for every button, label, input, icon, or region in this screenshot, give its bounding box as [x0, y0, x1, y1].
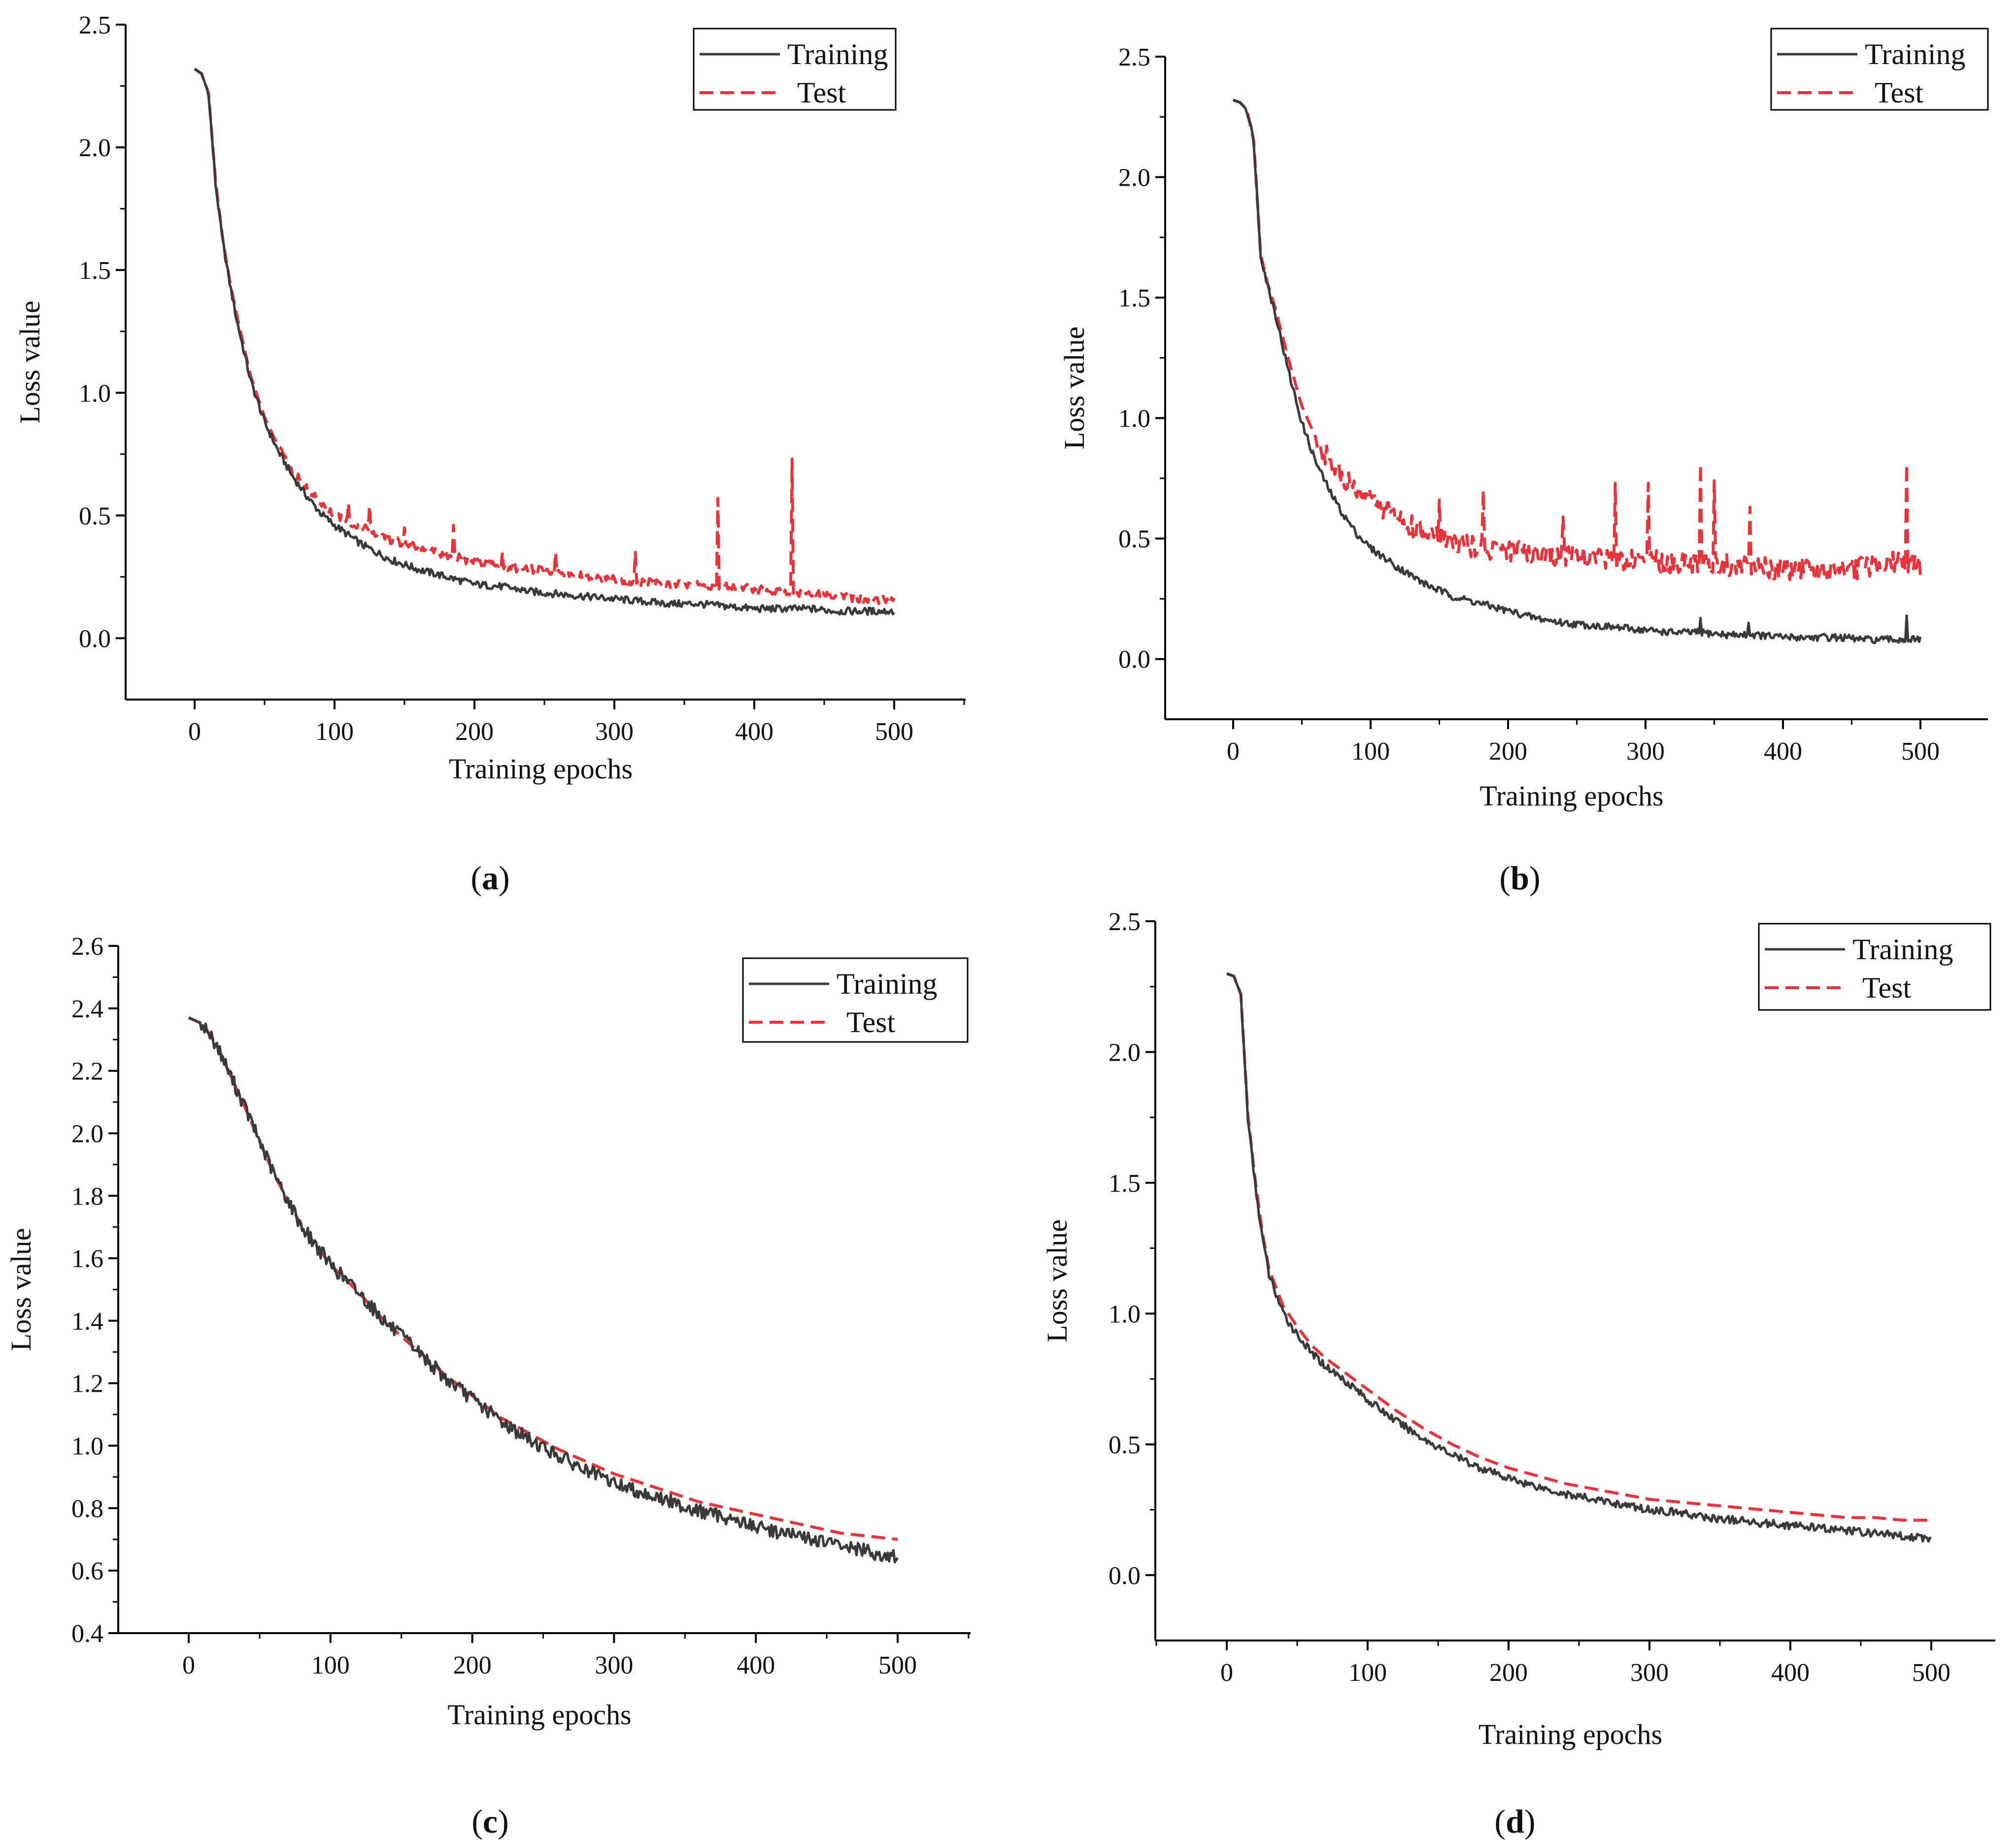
- x-tick-label: 0: [1220, 1659, 1233, 1687]
- legend-label-test: Test: [1862, 971, 1911, 1004]
- y-tick-label: 2.6: [71, 933, 103, 961]
- legend-box: [693, 28, 897, 111]
- x-tick-label: 300: [595, 1651, 633, 1679]
- legend-label-test: Test: [846, 1006, 895, 1038]
- y-tick-label: 1.0: [71, 1433, 103, 1461]
- y-tick-label: 1.8: [71, 1182, 103, 1210]
- y-axis-label: Loss value: [1041, 1219, 1073, 1342]
- x-axis-label: Training epochs: [1478, 1718, 1662, 1750]
- x-axis-label: Training epochs: [1479, 780, 1663, 812]
- y-tick-label: 0.5: [1118, 525, 1150, 553]
- test-series-line: [188, 1016, 898, 1541]
- test-series-line: [1232, 99, 1922, 582]
- training-series-line: [1233, 99, 1922, 644]
- x-tick-label: 500: [875, 718, 913, 746]
- legend-label-test: Test: [797, 76, 846, 109]
- y-tick-label: 1.0: [1118, 405, 1150, 433]
- legend: Training Test: [693, 28, 897, 111]
- y-axis-label: Loss value: [1058, 327, 1090, 450]
- y-tick-label: 1.5: [1118, 284, 1150, 312]
- y-tick-label: 1.5: [79, 257, 111, 285]
- training-series-line: [1226, 972, 1932, 1543]
- x-tick-label: 200: [455, 718, 494, 746]
- y-tick-label: 1.5: [1109, 1170, 1141, 1198]
- test-series-line: [194, 67, 896, 605]
- panel-caption: (c): [471, 1803, 509, 1840]
- y-axis-label: Loss value: [14, 301, 46, 424]
- y-tick-label: 2.0: [1118, 164, 1150, 192]
- y-tick-label: 1.0: [79, 379, 111, 407]
- x-tick-label: 300: [595, 718, 634, 746]
- y-tick-label: 1.2: [71, 1370, 103, 1398]
- x-tick-label: 400: [1771, 1659, 1810, 1687]
- legend-label-training: Training: [1865, 38, 1966, 70]
- x-tick-label: 200: [1489, 737, 1527, 766]
- x-tick-label: 500: [1901, 737, 1940, 766]
- legend-label-training: Training: [787, 38, 888, 70]
- y-tick-label: 1.6: [71, 1245, 103, 1273]
- y-tick-label: 2.2: [71, 1058, 103, 1086]
- legend: Training Test: [1758, 923, 1991, 1011]
- y-tick-label: 0.8: [71, 1495, 103, 1523]
- legend: Training Test: [1770, 28, 1989, 111]
- y-tick-label: 2.4: [71, 995, 103, 1023]
- y-tick-label: 2.5: [1109, 908, 1141, 936]
- legend-label-training: Training: [1852, 933, 1953, 966]
- x-tick-label: 500: [878, 1651, 917, 1679]
- x-tick-label: 200: [453, 1651, 492, 1679]
- panel-caption: (d): [1494, 1803, 1535, 1840]
- y-tick-label: 0.5: [1109, 1431, 1141, 1459]
- x-axis-label: Training epochs: [447, 1699, 631, 1731]
- x-tick-label: 400: [737, 1651, 775, 1679]
- y-tick-label: 0.4: [71, 1620, 103, 1648]
- x-tick-label: 100: [315, 718, 354, 746]
- y-tick-label: 0.6: [71, 1557, 103, 1585]
- panel-caption: (a): [470, 859, 509, 897]
- chart-panel-a: 0.0 0.5 1.0 1.5 2.0 2.5 0 100 200 300 400 500 Traini…: [14, 11, 966, 897]
- panel-caption: (b): [1499, 859, 1540, 897]
- chart-panel-d: 0.0 0.5 1.0 1.5 2.0 2.5 0 100 200 300 400 500 Traini…: [1041, 908, 1995, 1840]
- test-series-line: [1226, 972, 1932, 1522]
- chart-panel-c: 0.4 0.6 0.8 1.0 1.2 1.4 1.6 1.8 2.0 2.2 2.4 2.6 0 100…: [5, 933, 971, 1840]
- x-tick-label: 300: [1626, 737, 1665, 766]
- y-tick-label: 2.0: [1109, 1038, 1141, 1067]
- x-tick-label: 400: [735, 718, 773, 746]
- y-tick-label: 2.5: [79, 11, 111, 39]
- legend-box: [742, 957, 969, 1043]
- x-tick-label: 100: [1351, 737, 1390, 766]
- y-tick-label: 2.5: [1118, 43, 1150, 71]
- x-tick-label: 300: [1630, 1659, 1669, 1687]
- x-tick-label: 0: [188, 718, 201, 746]
- y-tick-label: 0.5: [79, 502, 111, 530]
- x-tick-label: 100: [1348, 1659, 1387, 1687]
- x-tick-label: 500: [1912, 1659, 1950, 1687]
- legend-box: [1770, 28, 1989, 111]
- y-tick-label: 2.0: [79, 134, 111, 162]
- y-tick-label: 1.4: [71, 1307, 103, 1336]
- chart-panel-b: 0.0 0.5 1.0 1.5 2.0 2.5 0 100 200 300 400 500 Traini…: [1058, 28, 1989, 897]
- x-tick-label: 400: [1764, 737, 1802, 766]
- y-tick-label: 2.0: [71, 1120, 103, 1148]
- x-tick-label: 100: [311, 1651, 350, 1679]
- x-tick-label: 200: [1489, 1659, 1528, 1687]
- legend-label-test: Test: [1875, 76, 1923, 109]
- y-tick-label: 1.0: [1109, 1300, 1141, 1328]
- y-tick-label: 0.0: [79, 625, 111, 653]
- y-axis-label: Loss value: [5, 1228, 37, 1351]
- legend: Training Test: [742, 957, 969, 1043]
- training-series-line: [188, 1016, 899, 1564]
- x-tick-label: 0: [1227, 737, 1240, 766]
- legend-label-training: Training: [837, 968, 938, 1000]
- legend-box: [1758, 923, 1991, 1011]
- y-tick-label: 0.0: [1109, 1562, 1141, 1590]
- x-axis-label: Training epochs: [449, 753, 633, 785]
- y-tick-label: 0.0: [1118, 646, 1150, 674]
- training-series-line: [194, 67, 895, 616]
- x-tick-label: 0: [182, 1651, 195, 1679]
